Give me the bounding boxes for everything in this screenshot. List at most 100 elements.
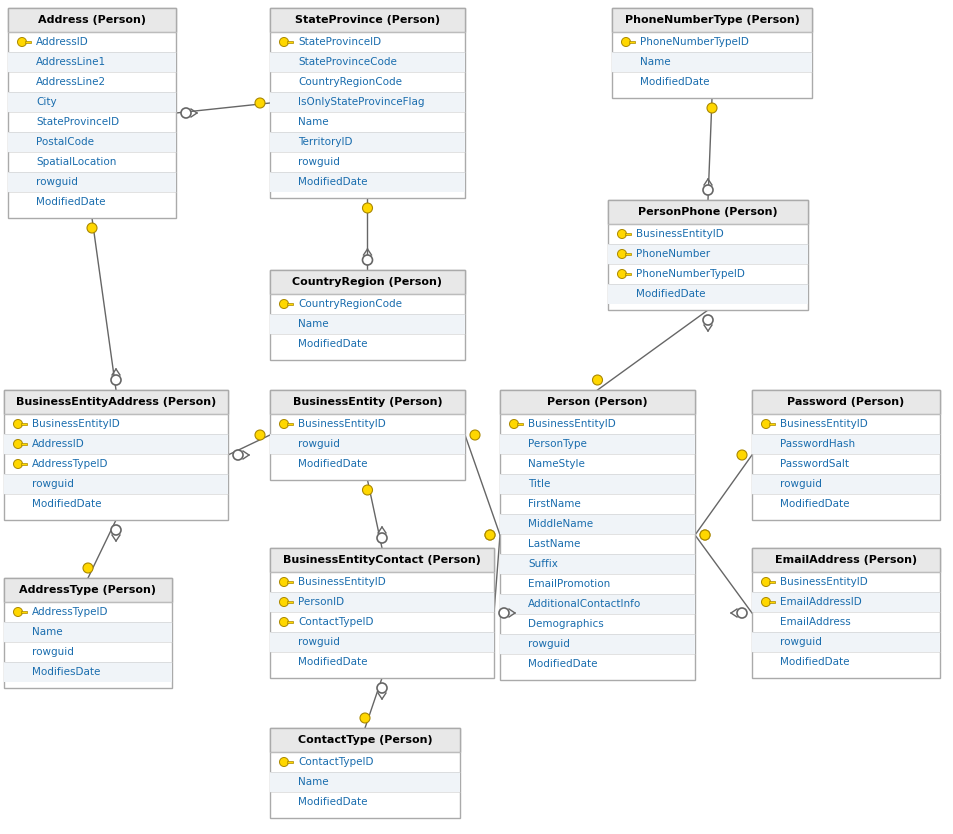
Text: EmailPromotion: EmailPromotion — [527, 579, 610, 589]
Bar — [4, 390, 228, 414]
Text: StateProvinceID: StateProvinceID — [297, 37, 381, 47]
Circle shape — [484, 530, 495, 540]
Text: ModifiesDate: ModifiesDate — [32, 667, 100, 677]
Text: rowguid: rowguid — [32, 479, 73, 489]
Circle shape — [362, 255, 372, 265]
Text: BusinessEntityID: BusinessEntityID — [636, 229, 723, 239]
Text: BusinessEntityID: BusinessEntityID — [297, 577, 385, 587]
Text: ModifiedDate: ModifiedDate — [780, 657, 848, 667]
Text: AddressType (Person): AddressType (Person) — [19, 585, 156, 595]
Bar — [270, 132, 464, 152]
Bar — [270, 270, 464, 360]
Text: StateProvinceID: StateProvinceID — [36, 117, 119, 127]
Text: FirstName: FirstName — [527, 499, 580, 509]
Circle shape — [700, 530, 709, 540]
Circle shape — [13, 440, 23, 449]
Text: EmailAddressID: EmailAddressID — [780, 597, 861, 607]
Bar — [22, 423, 27, 425]
Text: PostalCode: PostalCode — [36, 137, 94, 147]
Text: PasswordSalt: PasswordSalt — [780, 459, 848, 469]
Circle shape — [362, 485, 372, 495]
Text: ModifiedDate: ModifiedDate — [297, 339, 367, 349]
Text: AddressLine2: AddressLine2 — [36, 77, 106, 87]
Bar — [270, 314, 464, 334]
Circle shape — [376, 683, 387, 693]
Text: Name: Name — [639, 57, 670, 67]
Text: MiddleName: MiddleName — [527, 519, 593, 529]
Bar — [22, 610, 27, 613]
Text: SpatialLocation: SpatialLocation — [36, 157, 116, 167]
Bar — [607, 200, 807, 310]
Bar — [8, 52, 175, 72]
Circle shape — [376, 533, 387, 543]
Bar — [4, 662, 172, 682]
Text: IsOnlyStateProvinceFlag: IsOnlyStateProvinceFlag — [297, 97, 424, 107]
Bar — [22, 443, 27, 445]
Bar — [270, 772, 459, 792]
Text: AddressLine1: AddressLine1 — [36, 57, 106, 67]
Text: StateProvince (Person): StateProvince (Person) — [294, 15, 439, 25]
Circle shape — [13, 460, 23, 469]
Circle shape — [760, 420, 770, 429]
Bar — [270, 8, 464, 32]
Circle shape — [620, 38, 630, 47]
Bar — [607, 200, 807, 224]
Bar — [499, 514, 695, 534]
Bar — [499, 390, 695, 680]
Text: EmailAddress (Person): EmailAddress (Person) — [774, 555, 916, 565]
Text: Title: Title — [527, 479, 550, 489]
Text: rowguid: rowguid — [297, 637, 339, 647]
Bar — [287, 600, 293, 603]
Bar — [751, 434, 939, 454]
Circle shape — [700, 530, 709, 540]
Text: ContactType (Person): ContactType (Person) — [297, 735, 432, 745]
Text: Name: Name — [32, 627, 63, 637]
Text: ModifiedDate: ModifiedDate — [297, 657, 367, 667]
Circle shape — [279, 597, 288, 606]
Text: PhoneNumber: PhoneNumber — [636, 249, 709, 259]
Text: ContactTypeID: ContactTypeID — [297, 757, 374, 767]
Circle shape — [702, 185, 712, 195]
Bar — [8, 8, 175, 32]
Text: AddressID: AddressID — [32, 439, 85, 449]
Text: CountryRegion (Person): CountryRegion (Person) — [293, 277, 442, 287]
Bar — [270, 8, 464, 198]
Text: Name: Name — [297, 777, 328, 787]
Text: ModifiedDate: ModifiedDate — [636, 289, 705, 299]
Text: Name: Name — [297, 319, 328, 329]
Bar — [270, 172, 464, 192]
Circle shape — [111, 525, 121, 535]
Bar — [751, 548, 939, 572]
Text: ModifiedDate: ModifiedDate — [297, 177, 367, 187]
Circle shape — [279, 617, 288, 626]
Circle shape — [254, 430, 265, 440]
Text: ModifiedDate: ModifiedDate — [639, 77, 709, 87]
Bar — [517, 423, 522, 425]
Bar — [270, 592, 494, 612]
Bar — [4, 578, 172, 688]
Circle shape — [498, 608, 509, 618]
Bar — [499, 434, 695, 454]
Text: PhoneNumberTypeID: PhoneNumberTypeID — [639, 37, 748, 47]
Text: StateProvinceCode: StateProvinceCode — [297, 57, 396, 67]
Text: rowguid: rowguid — [780, 637, 821, 647]
Text: PersonID: PersonID — [297, 597, 344, 607]
Bar — [270, 92, 464, 112]
Bar — [4, 622, 172, 642]
Text: NameStyle: NameStyle — [527, 459, 584, 469]
Bar — [270, 52, 464, 72]
Bar — [499, 634, 695, 654]
Text: EmailAddress: EmailAddress — [780, 617, 850, 627]
Circle shape — [233, 450, 243, 460]
Text: PhoneNumberTypeID: PhoneNumberTypeID — [636, 269, 744, 279]
Text: ModifiedDate: ModifiedDate — [36, 197, 106, 207]
Bar — [769, 423, 774, 425]
Bar — [499, 594, 695, 614]
Circle shape — [359, 713, 370, 723]
Bar — [8, 92, 175, 112]
Circle shape — [83, 563, 92, 573]
Circle shape — [181, 108, 191, 118]
Bar — [625, 253, 630, 255]
Bar — [270, 390, 464, 414]
Circle shape — [279, 38, 288, 47]
